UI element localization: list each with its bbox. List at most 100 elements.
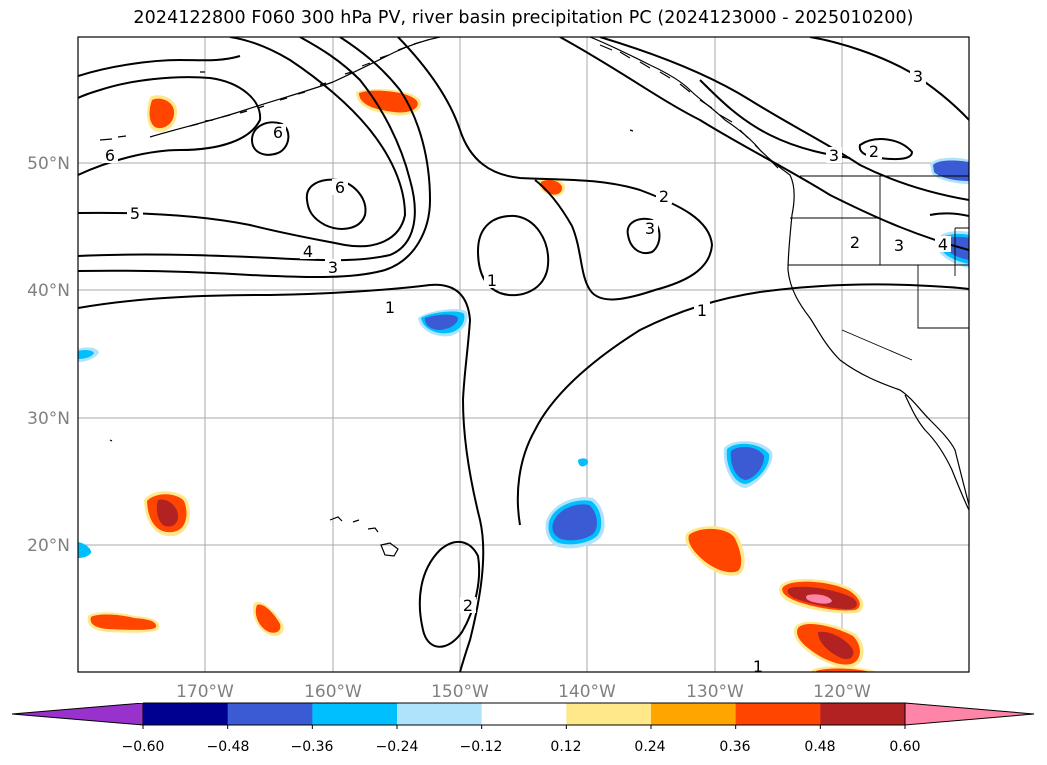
colorbar-cell — [566, 703, 652, 725]
lon-label: 140°W — [558, 682, 616, 702]
pv-contour-3 — [809, 37, 969, 121]
lon-label: 120°W — [813, 682, 871, 702]
colorbar-tick-label: −0.48 — [207, 739, 250, 755]
colorbar-cell — [143, 703, 229, 725]
gridlines — [78, 37, 969, 672]
aleutian-islands — [99, 41, 422, 141]
colorbar-cell — [820, 703, 906, 725]
precip-blob — [78, 349, 94, 359]
pv-contour-1 — [78, 283, 485, 672]
precip-blob — [552, 504, 597, 541]
contour-label: 4 — [938, 235, 948, 254]
contour-label: 6 — [273, 123, 283, 142]
colorbar-tick-label: 0.36 — [719, 739, 750, 755]
colorbar-cell — [397, 703, 483, 725]
lon-label: 170°W — [176, 682, 234, 702]
lat-tick-labels: 50°N 40°N 30°N 20°N — [27, 154, 70, 556]
pv-contour-1 — [516, 283, 969, 526]
coastlines — [99, 37, 969, 668]
contour-label: 6 — [335, 178, 345, 197]
colorbar-tick-label: −0.24 — [376, 739, 419, 755]
pv-contour-4 — [929, 212, 969, 217]
colorbar-cell — [651, 703, 737, 725]
map-frame — [77, 36, 970, 673]
lon-label: 160°W — [304, 682, 362, 702]
contour-label: 2 — [659, 187, 669, 206]
pv-contour-2 — [397, 37, 714, 301]
colorbar-cell — [312, 703, 398, 725]
contour-label: 4 — [303, 242, 313, 261]
lon-label: 130°W — [686, 682, 744, 702]
state-borders — [788, 176, 969, 361]
pv-contour-3 — [78, 37, 432, 279]
precip-blob — [255, 604, 281, 633]
lon-tick-labels: 170°W 160°W 150°W 140°W 130°W 120°W — [176, 682, 871, 702]
pacific-northwest-coast — [589, 37, 969, 506]
colorbar-tick-label: 0.60 — [889, 739, 920, 755]
precip-blob — [730, 446, 765, 480]
contour-label: 3 — [328, 258, 338, 277]
bc-island-clutter — [599, 44, 779, 169]
baja-coast — [904, 394, 969, 511]
colorbar-over-triangle — [905, 703, 1034, 725]
precip-blob — [149, 98, 175, 129]
colorbar-cell — [227, 703, 313, 725]
colorbar-cell — [735, 703, 821, 725]
colorbar-tick-label: −0.36 — [291, 739, 334, 755]
pv-contour-4 — [78, 37, 416, 262]
hawaii-islands — [329, 516, 399, 557]
colorbar-tick-label: −0.12 — [460, 739, 503, 755]
colorbar-tick-marks — [142, 725, 906, 729]
pv-contours — [78, 37, 969, 672]
contour-label: 1 — [697, 301, 707, 320]
small-islands — [109, 71, 761, 668]
pv-contour-6 — [305, 178, 367, 230]
lat-label: 30°N — [27, 409, 70, 429]
pv-contour-5 — [78, 37, 407, 248]
precip-blob — [90, 614, 157, 630]
precip-blob — [424, 314, 458, 330]
contour-label: 1 — [487, 271, 497, 290]
lat-label: 20°N — [27, 536, 70, 556]
lat-label: 50°N — [27, 154, 70, 174]
pv-contour-2 — [418, 540, 481, 648]
pv-contour-3 — [626, 217, 661, 254]
pv-contour-2 — [858, 138, 914, 161]
pv-contour-6 — [78, 55, 241, 77]
contour-label: 2 — [869, 142, 879, 161]
precip-blob — [78, 542, 92, 558]
lon-label: 150°W — [431, 682, 489, 702]
colorbar-tick-label: 0.12 — [550, 739, 581, 755]
contour-label: 2 — [850, 233, 860, 252]
colorbar-under-triangle — [12, 703, 143, 725]
colorbar-tick-label: −0.60 — [122, 739, 165, 755]
pv-contour-3 — [599, 37, 969, 201]
contour-label: 1 — [753, 657, 763, 676]
colorbar-cell — [481, 703, 567, 725]
political-borders — [788, 175, 969, 361]
contour-label: 6 — [105, 146, 115, 165]
contour-label: 3 — [913, 67, 923, 86]
contour-label: 2 — [463, 596, 473, 615]
precip-blob — [688, 528, 742, 573]
colorbar-tick-label: 0.48 — [804, 739, 835, 755]
contour-label: 1 — [385, 298, 395, 317]
map-title: 2024122800 F060 300 hPa PV, river basin … — [133, 8, 914, 28]
pv-contour-6 — [78, 76, 262, 176]
colorbar-tick-label: 0.24 — [634, 739, 665, 755]
contour-label-layer: 6 6 6 5 4 3 1 1 2 3 1 2 2 3 3 2 4 3 1 — [102, 67, 951, 676]
contour-label: 3 — [645, 219, 655, 238]
colorbar-outline — [11, 702, 1035, 726]
colorbar: −0.60 −0.48 −0.36 −0.24 −0.12 0.12 0.24 … — [11, 702, 1035, 755]
precip-blob — [156, 499, 179, 527]
pv-contour-2 — [559, 37, 969, 251]
contour-label: 3 — [894, 236, 904, 255]
contour-label: 5 — [130, 204, 140, 223]
contour-label: 3 — [829, 146, 839, 165]
map-plot-area: 6 6 6 5 4 3 1 1 2 3 1 2 2 3 3 2 4 3 1 — [78, 37, 969, 676]
lat-label: 40°N — [27, 281, 70, 301]
colorbar-tick-labels: −0.60 −0.48 −0.36 −0.24 −0.12 0.12 0.24 … — [122, 739, 921, 755]
colorbar-cells — [12, 703, 1034, 725]
precip-blob — [578, 458, 589, 467]
